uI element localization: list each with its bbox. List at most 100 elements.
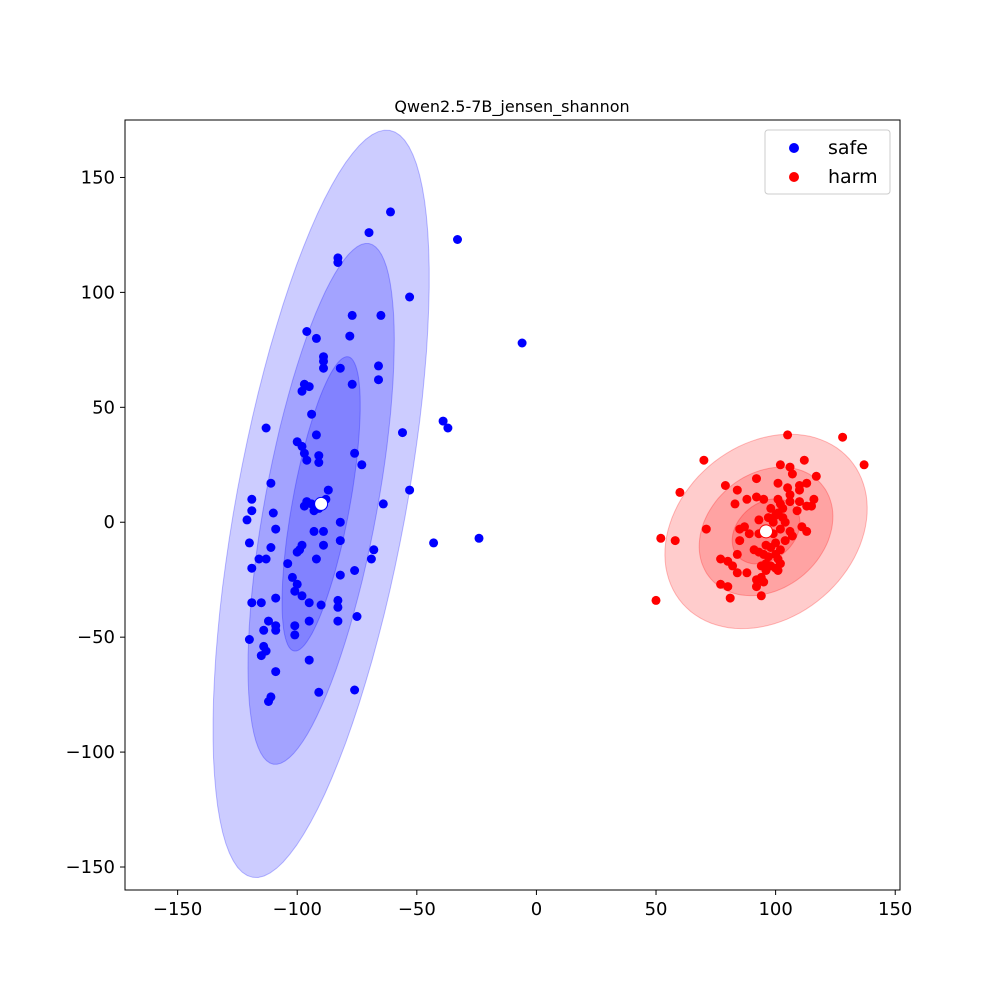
y-tick-label: −100 — [66, 742, 115, 763]
harm-point — [802, 478, 812, 488]
safe-point — [254, 554, 264, 564]
safe-point — [350, 448, 360, 458]
safe-point — [302, 455, 312, 465]
harm-point — [792, 506, 802, 516]
harm-point — [787, 469, 797, 479]
safe-point — [299, 448, 309, 458]
plot-frame — [124, 119, 901, 891]
safe-point — [517, 338, 527, 348]
harm-point — [720, 481, 730, 490]
harm-point — [838, 432, 848, 442]
harm-point — [742, 568, 752, 578]
safe-point — [295, 545, 305, 555]
data-points — [242, 207, 869, 706]
y-tick-label: 150 — [81, 167, 115, 188]
safe-point — [398, 428, 407, 438]
harm-point — [802, 526, 812, 536]
harm-point — [742, 494, 752, 504]
harm-point — [756, 591, 766, 601]
safe-point — [261, 554, 271, 564]
legend-label-harm: harm — [828, 166, 878, 188]
safe-point — [259, 625, 269, 635]
safe-point — [429, 538, 439, 548]
safe-point — [335, 570, 345, 580]
harm-point — [752, 575, 761, 585]
safe-point — [314, 687, 324, 697]
safe-point — [369, 545, 379, 555]
harm-point — [807, 501, 816, 511]
safe-point — [453, 235, 462, 244]
x-tick-label: 100 — [758, 899, 792, 920]
safe-point — [290, 630, 300, 640]
harm-point — [651, 595, 661, 605]
safe-point — [350, 566, 360, 575]
safe-point — [307, 409, 317, 419]
harm-point — [795, 497, 804, 507]
harm-point — [754, 515, 764, 525]
safe-point — [335, 517, 345, 527]
safe-point — [345, 331, 355, 341]
harm-point — [783, 430, 793, 440]
safe-point — [333, 602, 343, 612]
harm-point — [730, 499, 740, 509]
x-axis-ticks: −150 −100 −50 0 50 100 150 — [153, 890, 912, 920]
safe-point — [319, 540, 328, 550]
safe-point — [309, 526, 319, 536]
harm-point — [775, 524, 785, 534]
safe-point — [335, 536, 345, 546]
harm-point — [768, 517, 778, 527]
harm-point — [809, 494, 819, 504]
harm-point — [859, 460, 869, 470]
harm-point — [716, 579, 726, 589]
safe-point — [350, 685, 360, 695]
harm-point — [752, 474, 761, 484]
harm-point — [759, 494, 769, 504]
safe-point — [366, 554, 376, 564]
safe-point — [347, 379, 357, 389]
harm-point — [780, 536, 790, 546]
legend: safe harm — [764, 129, 891, 195]
safe-point — [261, 423, 271, 433]
safe-point — [244, 635, 254, 644]
safe-point — [299, 501, 309, 511]
safe-point — [304, 382, 314, 392]
harm-point — [701, 524, 711, 534]
safe-point — [376, 310, 386, 320]
harm-point — [735, 536, 745, 546]
harm-point — [732, 568, 742, 578]
harm-point — [656, 533, 666, 543]
legend-marker-harm — [789, 172, 799, 182]
x-tick-label: 150 — [878, 899, 912, 920]
safe-point — [247, 598, 257, 608]
safe-point — [374, 361, 383, 371]
y-axis-ticks: −150 −100 −50 0 50 100 150 — [66, 167, 125, 878]
safe-point — [311, 554, 321, 564]
safe-point — [271, 524, 281, 534]
harm-point — [773, 478, 783, 488]
safe-point — [271, 625, 281, 635]
safe-point — [319, 363, 328, 373]
harm-point — [732, 485, 742, 495]
safe-point — [319, 526, 328, 536]
safe-point — [335, 363, 345, 373]
safe-point — [242, 515, 252, 525]
safe-point — [266, 478, 276, 488]
x-tick-label: −100 — [272, 899, 321, 920]
safe-point — [357, 460, 367, 470]
safe-point — [333, 616, 343, 626]
y-tick-label: 0 — [104, 512, 115, 533]
safe-point — [314, 458, 324, 467]
safe-point — [297, 591, 307, 601]
safe-point — [316, 600, 326, 610]
harm-point — [795, 485, 804, 495]
harm-point — [811, 471, 821, 481]
safe-point — [297, 386, 307, 396]
safe-point — [266, 543, 276, 552]
safe-point — [314, 451, 324, 461]
harm-point — [775, 460, 785, 470]
safe-point — [304, 655, 314, 665]
y-tick-label: −50 — [77, 627, 115, 648]
safe-point — [311, 430, 321, 440]
harm-point — [670, 536, 680, 546]
